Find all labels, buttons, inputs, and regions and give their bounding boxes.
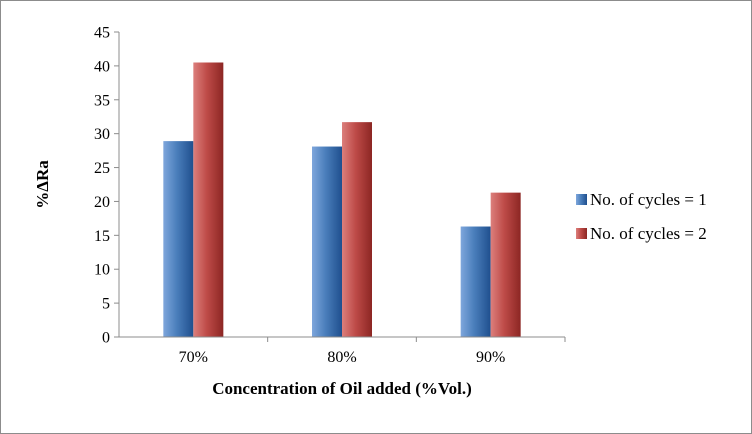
y-tick-label: 45 (94, 25, 110, 42)
x-axis-title: Concentration of Oil added (%Vol.) (212, 379, 472, 398)
x-tick-label: 80% (327, 349, 356, 366)
y-tick-label: 10 (94, 262, 110, 279)
y-tick-label: 25 (94, 160, 110, 177)
bar-series-1-70% (163, 141, 194, 337)
y-tick-label: 35 (94, 92, 110, 109)
bar-series-1-90% (460, 226, 491, 337)
bar-series-2-80% (342, 122, 372, 338)
bars (163, 62, 521, 338)
bar-series-2-70% (193, 62, 224, 337)
legend-swatch-2 (576, 228, 587, 239)
y-axis-title: %ΔRa (33, 160, 52, 209)
y-tick-label: 15 (94, 228, 110, 245)
bar-series-2-90% (490, 192, 521, 337)
y-tick-label: 20 (94, 194, 110, 211)
y-tick-label: 0 (102, 330, 110, 347)
x-tick-label: 70% (179, 349, 208, 366)
legend-label-1: No. of cycles = 1 (590, 190, 707, 209)
y-tick-label: 5 (102, 296, 110, 313)
legend-label-2: No. of cycles = 2 (590, 224, 707, 243)
legend-swatch-1 (576, 194, 587, 205)
bar-series-1-80% (312, 146, 342, 337)
legend: No. of cycles = 1 No. of cycles = 2 (576, 190, 707, 243)
y-axis-ticks: 0 5 10 15 20 25 30 35 40 45 (94, 25, 119, 347)
y-tick-label: 30 (94, 126, 110, 143)
x-tick-label: 90% (476, 349, 505, 366)
x-axis-ticks: 70% 80% 90% (179, 337, 566, 366)
y-tick-label: 40 (94, 58, 110, 75)
